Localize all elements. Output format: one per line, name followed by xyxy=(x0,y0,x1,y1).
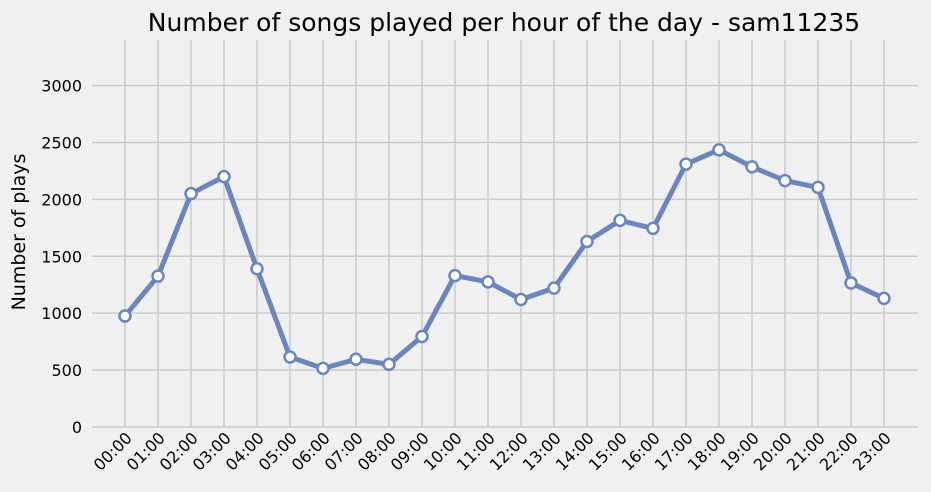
chart-title: Number of songs played per hour of the d… xyxy=(148,8,860,37)
data-point xyxy=(745,160,759,174)
y-tick-label: 2000 xyxy=(41,190,82,209)
y-tick-label: 1500 xyxy=(41,247,82,266)
data-point xyxy=(448,268,462,283)
data-point xyxy=(217,169,231,184)
data-point xyxy=(679,157,693,171)
data-point xyxy=(514,292,528,307)
data-point xyxy=(844,276,858,290)
data-point xyxy=(184,186,198,201)
data-point xyxy=(778,173,792,188)
y-tick-label: 0 xyxy=(72,418,82,437)
x-tick-labels: 00:0001:0002:0003:0004:0005:0006:0007:00… xyxy=(90,428,895,474)
data-point xyxy=(151,269,165,283)
data-point xyxy=(250,262,264,276)
data-point xyxy=(481,275,495,289)
series-plays xyxy=(118,143,891,376)
data-point xyxy=(349,352,363,367)
data-point xyxy=(316,361,330,376)
grid-lines xyxy=(92,40,918,428)
data-point xyxy=(382,357,396,372)
data-point xyxy=(118,309,132,323)
y-tick-label: 1000 xyxy=(41,304,82,323)
data-point xyxy=(877,291,891,306)
data-point xyxy=(415,329,429,344)
data-point xyxy=(283,350,297,364)
y-axis-label: Number of plays xyxy=(8,154,30,311)
data-point xyxy=(547,281,561,295)
series-line xyxy=(122,147,887,371)
y-tick-label: 2500 xyxy=(41,133,82,152)
y-tick-label: 3000 xyxy=(41,77,82,96)
data-point xyxy=(646,221,660,236)
data-point xyxy=(613,213,627,228)
y-tick-label: 500 xyxy=(51,361,82,380)
data-point xyxy=(811,180,825,195)
data-point xyxy=(712,143,726,157)
y-tick-labels: 0 500 1000 1500 2000 2500 3000 xyxy=(41,77,82,437)
x-tick-label: 23:00 xyxy=(849,428,895,474)
data-point xyxy=(580,234,594,249)
